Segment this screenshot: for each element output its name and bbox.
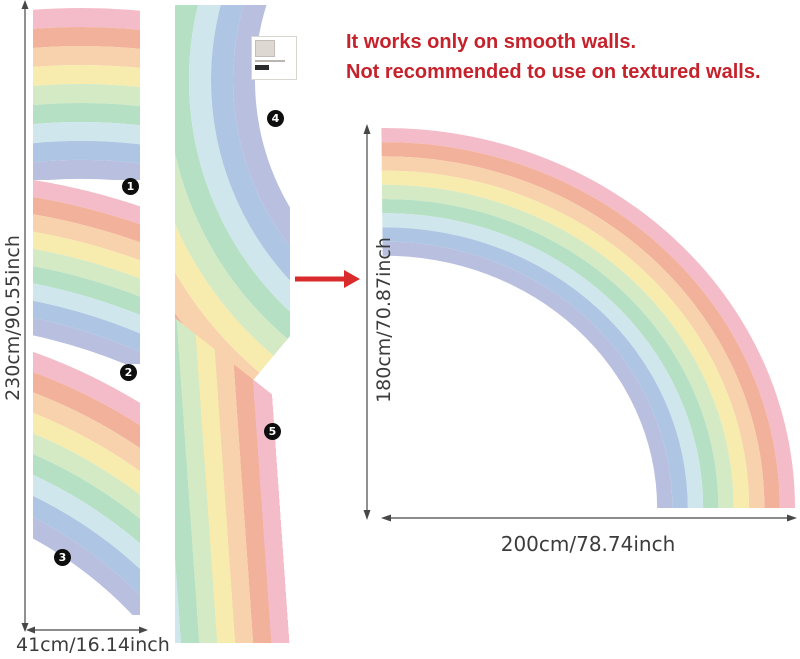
warning-line-2: Not recommended to use on textured walls… <box>346 61 761 83</box>
assembled-width-label: 200cm/78.74inch <box>500 532 676 556</box>
piece-number-badge-5: 5 <box>264 423 281 440</box>
assembled-height-dimension-line <box>363 124 371 520</box>
sheet-height-dimension-line <box>21 0 29 632</box>
sheet-height-label: 230cm/90.55inch <box>2 235 24 401</box>
warning-line-1: It works only on smooth walls. <box>346 31 637 53</box>
warning-text: It works only on smooth walls. Not recom… <box>346 27 796 87</box>
rainbow-piece-3 <box>33 351 140 615</box>
piece-number-badge-1: 1 <box>122 178 139 195</box>
assembled-width-dimension-line <box>381 514 797 522</box>
rainbow-piece-4 <box>175 5 290 397</box>
assembled-rainbow <box>381 127 795 509</box>
piece-number-badge-3: 3 <box>54 549 71 566</box>
sheet-width-dimension-line <box>26 626 148 634</box>
product-label-sticker <box>251 36 297 80</box>
rainbow-piece-2 <box>33 179 140 364</box>
label-text-bar <box>255 60 286 62</box>
assembly-arrow-icon <box>295 270 360 288</box>
piece-number-badge-4: 4 <box>267 110 284 127</box>
sheet-width-label: 41cm/16.14inch <box>16 634 170 656</box>
rainbow-piece-1 <box>33 8 140 180</box>
label-photo-icon <box>255 40 275 57</box>
piece-number-badge-2: 2 <box>120 364 137 381</box>
assembled-height-label: 180cm/70.87inch <box>373 237 395 403</box>
label-barcode-block <box>255 65 269 70</box>
